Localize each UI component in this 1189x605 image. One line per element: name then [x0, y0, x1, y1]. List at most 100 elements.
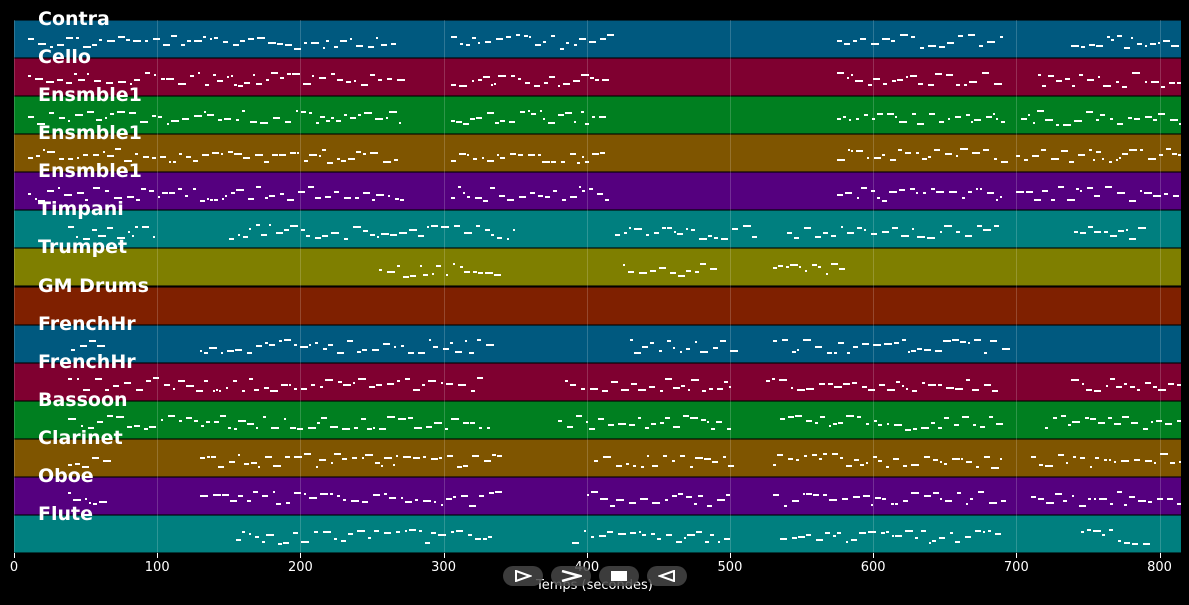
note: [294, 47, 302, 50]
note: [949, 190, 958, 193]
track-lane[interactable]: Flute: [14, 503, 1181, 553]
note: [822, 453, 827, 456]
note: [562, 83, 570, 86]
note: [980, 425, 986, 428]
note: [262, 494, 269, 497]
note: [796, 348, 799, 351]
note: [224, 118, 232, 121]
track-lane[interactable]: Cello: [14, 46, 1181, 97]
note: [1164, 422, 1172, 425]
note: [201, 425, 205, 428]
note: [833, 534, 837, 537]
track-lane[interactable]: Ensmble1: [14, 84, 1181, 135]
note: [203, 35, 207, 38]
note: [46, 81, 55, 84]
note: [1051, 198, 1056, 201]
note: [1166, 498, 1173, 501]
track-lane[interactable]: Oboe: [14, 465, 1181, 515]
note: [638, 388, 647, 391]
track-lane[interactable]: Trumpet: [14, 236, 1181, 287]
track-lane[interactable]: Contra: [14, 8, 1181, 59]
track-lane[interactable]: GM Drums: [14, 275, 1181, 325]
grid-line: [157, 20, 159, 553]
note: [843, 116, 847, 119]
note: [484, 41, 491, 44]
note: [982, 72, 990, 75]
note: [115, 148, 122, 151]
note: [383, 531, 391, 534]
note: [886, 530, 890, 533]
note: [943, 463, 947, 466]
note: [319, 76, 327, 79]
note: [292, 532, 298, 535]
note: [223, 41, 229, 44]
track-lane[interactable]: Bassoon: [14, 389, 1181, 439]
note: [73, 499, 82, 502]
note: [486, 111, 494, 114]
fast-forward-button[interactable]: [551, 566, 591, 586]
note: [362, 229, 368, 232]
note: [340, 540, 346, 543]
note: [167, 123, 170, 125]
track-lane[interactable]: Clarinet: [14, 427, 1181, 477]
note: [936, 190, 945, 193]
note: [127, 426, 133, 429]
note: [210, 37, 213, 40]
note: [666, 534, 673, 537]
note: [326, 120, 331, 123]
play-icon: [515, 570, 532, 582]
note: [77, 157, 80, 160]
note: [320, 492, 329, 495]
note: [92, 228, 98, 231]
note: [401, 496, 404, 499]
note: [537, 154, 541, 157]
note: [210, 199, 214, 202]
track-lane[interactable]: Ensmble1: [14, 122, 1181, 173]
note: [1001, 347, 1010, 350]
rewind-button[interactable]: [647, 566, 687, 586]
note: [1072, 455, 1076, 458]
note: [581, 190, 585, 193]
note: [214, 421, 220, 424]
note: [237, 234, 240, 237]
note: [530, 113, 536, 116]
note: [336, 119, 342, 122]
note: [1140, 148, 1144, 151]
note: [1055, 124, 1059, 127]
note: [543, 82, 548, 85]
note: [846, 351, 850, 354]
note: [379, 428, 387, 431]
track-lane[interactable]: FrenchHr: [14, 351, 1181, 401]
play-button[interactable]: [503, 566, 543, 586]
note: [987, 41, 996, 44]
track-label: Ensmble1: [38, 122, 142, 145]
note: [1113, 460, 1116, 463]
note: [1156, 497, 1163, 500]
note: [878, 424, 883, 427]
note: [1095, 45, 1103, 48]
note: [1173, 195, 1180, 198]
note: [264, 160, 270, 163]
note: [935, 73, 943, 76]
track-lane[interactable]: Ensmble1: [14, 160, 1181, 211]
note: [136, 388, 144, 391]
track-lane[interactable]: Timpani: [14, 198, 1181, 249]
note: [662, 454, 667, 457]
piano-roll[interactable]: Contra Cello Ensmble1 Ensmble1 Ensmble1 Timpa…: [14, 8, 1181, 553]
note: [1078, 153, 1086, 156]
note: [1092, 530, 1101, 533]
note: [1130, 421, 1138, 424]
track-lane[interactable]: FrenchHr: [14, 313, 1181, 363]
note: [772, 463, 776, 466]
note: [485, 272, 494, 275]
note: [244, 81, 251, 84]
rewind-icon: [658, 570, 675, 582]
note: [814, 346, 822, 349]
note: [689, 466, 693, 469]
note: [573, 44, 577, 47]
note: [1117, 230, 1124, 233]
note: [853, 459, 859, 462]
note: [664, 499, 668, 502]
note: [85, 498, 88, 501]
stop-button[interactable]: [599, 566, 639, 586]
